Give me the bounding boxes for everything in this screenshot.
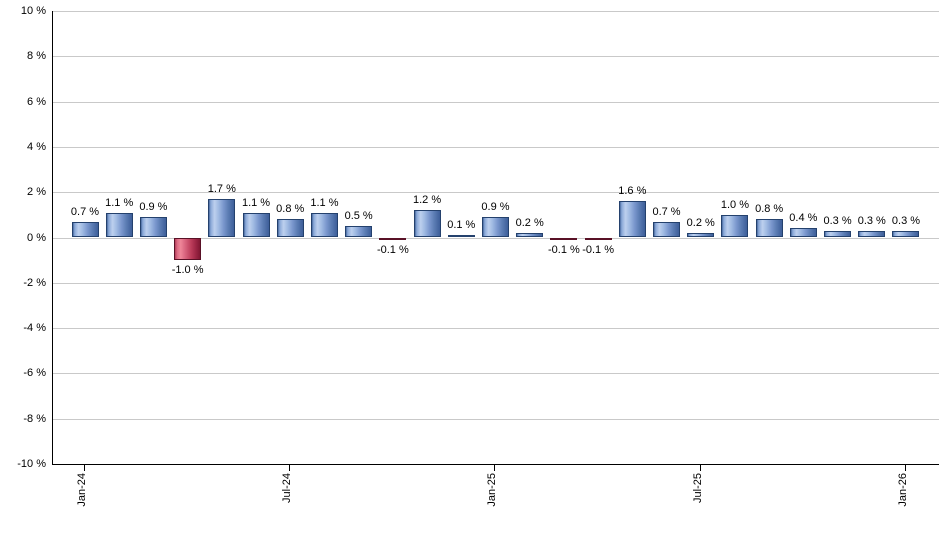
plot-area: 0.7 % 1.1 % 0.9 % -1.0 % 1.7 % 1.1 % 0.8 % 1.1 … [52,11,939,465]
bar [687,232,715,238]
x-axis-tick [905,464,906,471]
bar [789,228,817,238]
bar [379,237,407,240]
y-axis-label: -10 % [17,458,46,470]
y-axis-label: -4 % [23,322,46,335]
y-axis-label: 4 % [27,140,46,153]
x-axis-label: Jul-24 [281,473,294,503]
x-axis-tick [494,464,495,471]
bar-value-label: 0.3 % [823,214,852,227]
x-axis-tick [700,464,701,471]
bar-value-label: 0.8 % [276,203,305,216]
gridline [53,238,939,239]
bar-value-label: 0.1 % [447,219,476,232]
bar [755,219,783,238]
gridline [53,192,939,193]
bar [413,210,441,238]
bar-value-label: -0.1 % [376,243,409,256]
bar [653,221,681,238]
bar-value-label: -0.1 % [582,243,614,256]
bar [139,217,167,238]
x-axis-label: Jan-25 [486,473,499,507]
bar [858,230,886,238]
gridline [53,373,939,374]
y-axis-label: 0 % [27,231,46,244]
bar-value-label: 0.4 % [789,212,818,225]
bar-value-label: 0.3 % [891,214,921,227]
bar [105,212,133,238]
y-axis-label: -8 % [23,412,46,425]
bar [550,237,578,240]
y-axis-label: 6 % [27,95,46,108]
x-axis-label: Jul-25 [691,473,704,503]
x-axis-label: Jan-26 [896,473,909,507]
bar-value-label: 1.1 % [310,196,339,209]
bar [242,212,270,238]
y-axis-label: -6 % [23,367,46,380]
bar-value-label: 1.6 % [618,185,647,198]
bar [721,214,749,238]
gridline [53,419,939,420]
gridline [53,56,939,57]
bar [481,217,509,238]
bar [824,230,852,238]
bar [516,232,544,238]
bar-value-label: 0.2 % [686,216,715,229]
bar-value-label: 1.7 % [207,182,236,195]
gridline [53,328,939,329]
bar-value-label: 1.1 % [241,196,271,209]
bar [276,219,304,238]
x-axis-label: Jan-24 [76,473,88,507]
gridline [53,283,939,284]
bar-value-label: 0.9 % [139,201,168,214]
bar [310,212,338,238]
bar-value-label: 0.7 % [652,205,681,218]
gridline [53,102,939,103]
x-axis-tick [84,464,85,471]
bar [345,226,373,238]
bar [71,221,99,238]
y-axis-label: 2 % [27,186,46,199]
bar-value-label: 0.2 % [515,216,544,229]
bar-value-label: 1.0 % [720,198,749,211]
y-axis-label: 8 % [27,50,46,63]
gridline [53,147,939,148]
y-axis-label: -2 % [23,276,46,289]
bar-value-label: 0.5 % [344,210,373,223]
bar-value-label: -1.0 % [171,264,204,277]
bar-value-label: 0.9 % [481,201,510,214]
bar [208,198,236,238]
bar [892,230,920,238]
gridline [53,11,939,12]
bar-value-label: 0.8 % [755,203,784,216]
bar-value-label: -0.1 % [548,243,580,256]
bar-value-label: 0.7 % [70,205,100,218]
bar-value-label: 1.1 % [105,196,134,209]
bar [584,237,612,240]
bar [618,201,646,238]
x-axis-tick [289,464,290,471]
y-axis-label: 10 % [20,5,46,17]
bar-value-label: 1.2 % [413,194,442,207]
bar [447,235,475,238]
bar-value-label: 0.3 % [857,214,886,227]
bar [174,237,202,261]
